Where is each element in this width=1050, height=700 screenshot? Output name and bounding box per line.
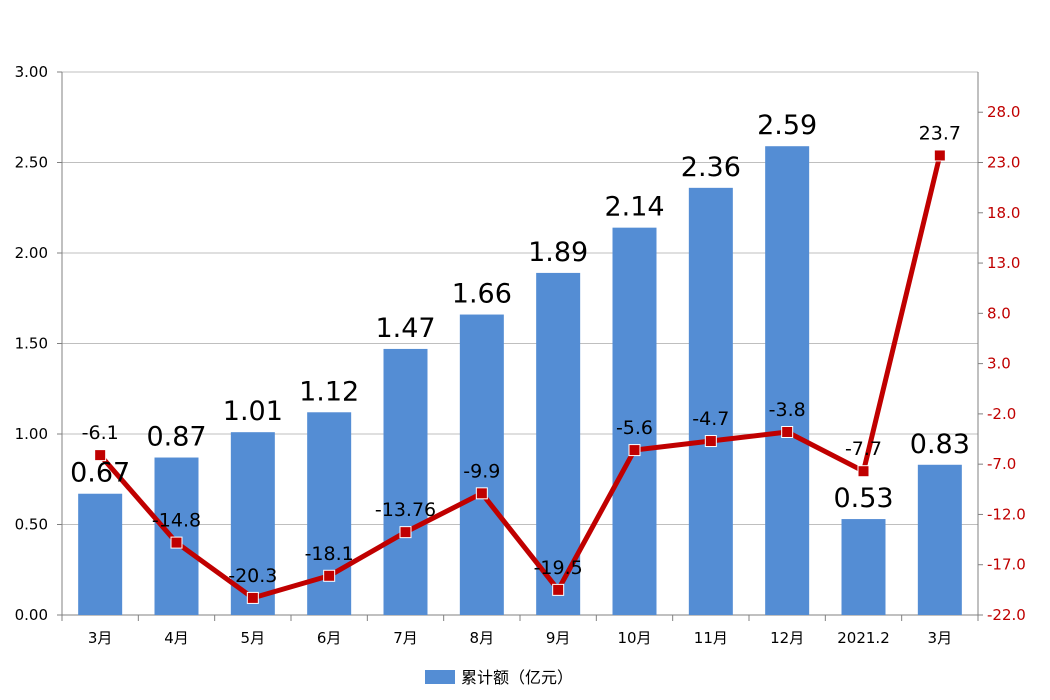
- line-value-label: -13.76: [375, 499, 436, 521]
- x-tick-label: 11月: [694, 629, 728, 647]
- bar: [841, 519, 886, 615]
- bar-value-label: 0.83: [910, 429, 970, 460]
- x-tick-label: 10月: [617, 629, 651, 647]
- gridlines: [62, 71, 978, 525]
- axes: 0.00 0.50 1.00 1.50 2.00 2.50 3.00 -22.0 -17.0 -1…: [15, 63, 1026, 647]
- bar: [688, 187, 733, 615]
- right-tick-label: -22.0: [987, 606, 1026, 624]
- left-tick-label: 1.00: [15, 425, 48, 443]
- line-marker: [704, 435, 717, 448]
- bar: [154, 457, 199, 615]
- x-tick-label: 9月: [546, 629, 571, 647]
- right-tick-label: 18.0: [987, 204, 1020, 222]
- line-marker: [781, 425, 794, 438]
- legend-swatch-bars: [425, 670, 455, 684]
- line-value-label: -7.7: [845, 438, 882, 460]
- line-value-label: -3.8: [769, 399, 806, 421]
- right-tick-label: -12.0: [987, 505, 1026, 523]
- bar-value-label: 1.47: [375, 313, 435, 344]
- right-tick-label: 13.0: [987, 254, 1020, 272]
- line-value-label: -14.8: [152, 510, 201, 532]
- bar-value-label: 1.01: [223, 396, 283, 427]
- x-tick-label: 3月: [928, 629, 953, 647]
- line-marker: [857, 465, 870, 478]
- line-value-label: -9.9: [463, 460, 500, 482]
- line-series: [94, 149, 946, 604]
- right-tick-label: 28.0: [987, 103, 1020, 121]
- left-tick-label: 1.50: [15, 335, 48, 353]
- line-marker: [246, 591, 259, 604]
- line-marker: [94, 449, 107, 462]
- legend-label-bars: 累计额（亿元）: [461, 668, 573, 687]
- bar-series: [78, 146, 962, 615]
- line-marker: [552, 583, 565, 596]
- right-tick-label: -7.0: [987, 455, 1016, 473]
- bar: [307, 412, 352, 615]
- right-tick-label: -2.0: [987, 405, 1016, 423]
- bar: [917, 464, 962, 615]
- left-tick-label: 2.00: [15, 244, 48, 262]
- bar-value-label: 0.67: [70, 458, 130, 489]
- line-marker: [628, 444, 641, 457]
- bar: [78, 493, 123, 615]
- bar: [459, 314, 504, 615]
- x-tick-label: 2021.2: [837, 629, 890, 647]
- bar-value-label: 0.87: [146, 422, 206, 453]
- x-tick-label: 7月: [393, 629, 418, 647]
- data-labels: 0.67 0.87 1.01 1.12 1.47 1.66 1.89 2.14 2.36 2.59…: [70, 110, 970, 587]
- bar: [765, 146, 810, 615]
- line-marker: [323, 569, 336, 582]
- line-value-label: -6.1: [82, 422, 119, 444]
- line-value-label: -5.6: [616, 417, 653, 439]
- line-marker: [399, 526, 412, 539]
- bar: [612, 227, 657, 615]
- right-tick-label: 23.0: [987, 154, 1020, 172]
- left-tick-label: 0.50: [15, 516, 48, 534]
- line-marker: [933, 149, 946, 162]
- left-tick-label: 3.00: [15, 63, 48, 81]
- bar-value-label: 2.36: [681, 152, 741, 183]
- x-tick-label: 4月: [164, 629, 189, 647]
- line-value-label: -18.1: [305, 543, 354, 565]
- line-path: [98, 154, 943, 601]
- x-tick-label: 8月: [470, 629, 495, 647]
- x-tick-label: 3月: [88, 629, 113, 647]
- right-tick-label: 8.0: [987, 304, 1011, 322]
- line-marker: [475, 487, 488, 500]
- bar-value-label: 0.53: [833, 483, 893, 514]
- bar-value-label: 1.66: [452, 279, 512, 310]
- bar: [383, 348, 428, 615]
- line-marker: [170, 536, 183, 549]
- bar-value-label: 1.89: [528, 237, 588, 268]
- legend: 累计额（亿元）: [425, 668, 573, 687]
- line-value-label: -19.5: [534, 557, 583, 579]
- line-value-label: -20.3: [228, 565, 277, 587]
- right-tick-label: -17.0: [987, 556, 1026, 574]
- left-tick-label: 2.50: [15, 154, 48, 172]
- right-tick-label: 3.0: [987, 355, 1011, 373]
- x-tick-label: 12月: [770, 629, 804, 647]
- bar-value-label: 2.59: [757, 110, 817, 141]
- x-tick-label: 6月: [317, 629, 342, 647]
- bar-value-label: 2.14: [604, 192, 664, 223]
- left-tick-label: 0.00: [15, 606, 48, 624]
- line-value-label: 23.7: [919, 122, 961, 144]
- bar-value-label: 1.12: [299, 376, 359, 407]
- x-tick-label: 5月: [241, 629, 266, 647]
- line-value-label: -4.7: [692, 408, 729, 430]
